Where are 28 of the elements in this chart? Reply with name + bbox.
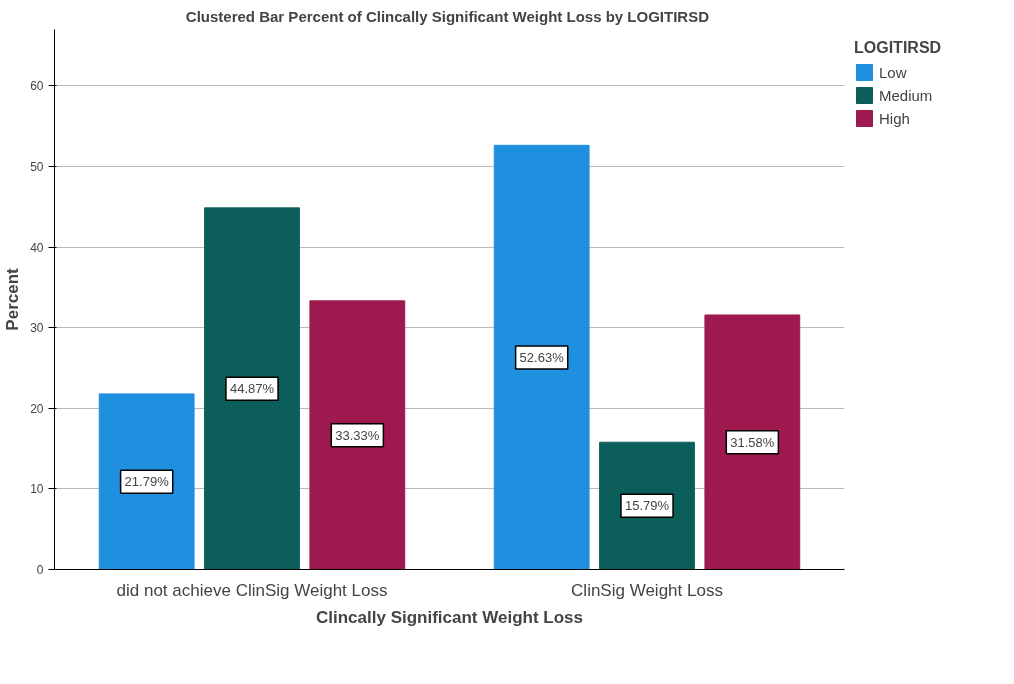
data-label: 33.33% (335, 427, 380, 443)
data-label: 21.79% (124, 474, 170, 490)
data-label: 52.63% (519, 349, 565, 365)
x-tick-label: ClinSig Weight Loss (571, 580, 723, 600)
y-tick-label: 60 (30, 79, 44, 94)
data-label: 15.79% (624, 498, 670, 514)
y-tick-label: 10 (30, 482, 44, 497)
chart-title: Clustered Bar Percent of Clincally Significant Weight Loss by LOGITIRSD (185, 7, 710, 25)
x-tick-label: did not achieve ClinSig Weight Loss (116, 580, 388, 600)
bar (309, 300, 406, 570)
bar (599, 441, 695, 570)
x-axis-title: Clincally Significant Weight Loss (316, 607, 584, 627)
bar (493, 144, 590, 570)
data-label: 31.58% (730, 434, 775, 450)
legend-label: Medium (879, 86, 933, 104)
y-axis-title: Percent (3, 267, 23, 331)
y-tick-label: 40 (30, 240, 44, 255)
y-tick-label: 0 (36, 563, 44, 577)
y-tick-label: 30 (30, 321, 44, 336)
data-label: 44.87% (229, 381, 275, 397)
y-tick-label: 20 (30, 401, 44, 416)
bar (98, 393, 195, 570)
legend-title: LOGITIRSD (854, 39, 942, 57)
y-tick-label: 50 (30, 160, 44, 175)
bar (204, 207, 300, 570)
legend-label: High (879, 109, 910, 127)
bar (704, 314, 801, 570)
legend-label: Low (879, 63, 907, 81)
